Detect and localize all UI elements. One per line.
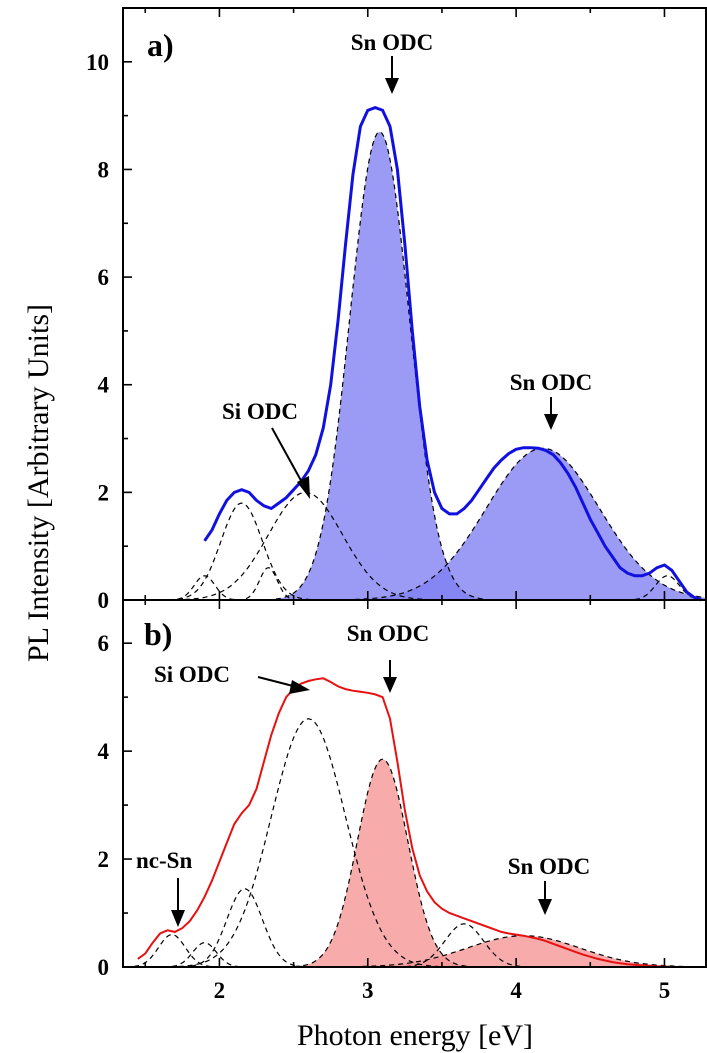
panel-a-fit-component-1 [168,502,315,601]
panel-b-annotation-sn-odc-right: Sn ODC [508,854,590,879]
x-axis-title: Photon energy [eV] [297,1019,533,1052]
panel-b-frame [122,599,707,968]
panel-a-y-tick-label: 2 [98,480,110,505]
panel-b-y-tick-label: 0 [98,955,110,980]
panel-b-annotation-sn-odc-main: Sn ODC [347,621,429,646]
panel-a-y-tick-label: 10 [86,50,109,75]
panel-a-y-tick-label: 0 [98,588,110,613]
panel-a-fitted-peak-4 [275,131,484,601]
x-tick-label: 2 [214,978,226,1003]
panel-b-arrowhead-sn-odc-right [538,899,552,915]
panel-a-fit-component-5 [345,447,707,601]
panel-b-y-tick-label: 6 [98,631,110,656]
panel-b: 0 2 4 6 b) nc-Sn Si ODC Sn ODC Sn ODC [98,599,707,980]
panel-b-label: b) [144,616,172,652]
panel-a-y-tick-label: 4 [98,373,110,398]
panel-b-arrow-si-odc [257,676,298,688]
panel-a-y-tick-label: 6 [98,265,110,290]
panel-b-annotation-nc-sn: nc-Sn [136,848,192,873]
x-tick-labels: 2 3 4 5 [214,978,671,1003]
panel-b-fitted-peak-4 [294,759,471,967]
x-tick-label: 4 [510,978,522,1003]
panel-a-fitted-peaks [275,131,706,601]
panel-a-annotation-si-odc: Si ODC [222,399,298,424]
panel-b-arrowhead-sn-odc-main [383,677,397,693]
panel-a-annotation-sn-odc-main: Sn ODC [351,30,433,55]
panel-b-arrowhead-nc-sn [171,910,185,927]
panel-a-arrowhead-si-odc [297,476,310,499]
panel-b-fit-component-1 [163,942,247,968]
panel-a-arrow-si-odc [271,427,305,487]
panel-b-fitted-peak-6 [326,935,706,967]
panel-b-fit-component-0 [125,933,219,968]
panel-a-arrowhead-sn-odc-main [385,78,399,94]
panel-a-label: a) [147,27,174,63]
panel-b-fit-component-4 [294,758,471,968]
x-tick-label: 3 [362,978,374,1003]
panel-b-y-tick-label: 2 [98,847,110,872]
panel-b-measured-spectrum [137,677,680,968]
panel-a-arrowhead-sn-odc-right [544,414,558,430]
panel-a-measured-spectrum [203,106,703,602]
panel-b-annotation-si-odc: Si ODC [154,662,230,687]
panel-b-arrowhead-si-odc [289,680,310,694]
panel-b-y-tick-label: 4 [98,739,110,764]
panel-b-fit-component-2 [182,888,307,968]
panel-a-fit-component-2 [237,567,300,601]
panel-b-fit-components [125,718,706,968]
panel-a-fit-component-4 [275,131,484,600]
panel-b-fitted-peaks [294,759,706,967]
panel-b-fit-component-3 [178,718,439,968]
panel-a-ticks: 0 2 4 6 8 10 [86,8,666,613]
x-tick-label: 5 [659,978,671,1003]
panel-a-y-tick-label: 8 [98,157,110,182]
panel-a-fit-component-0 [168,575,241,601]
panel-b-fit-component-5 [396,923,532,968]
y-axis-title: PL Intensity [Arbitrary Units] [22,304,55,662]
panel-a-annotation-sn-odc-right: Sn ODC [510,370,592,395]
panel-a: 0 2 4 6 8 10 a) Sn ODC Sn ODC Si ODC [86,7,707,613]
panel-b-fit-component-6 [326,935,706,968]
